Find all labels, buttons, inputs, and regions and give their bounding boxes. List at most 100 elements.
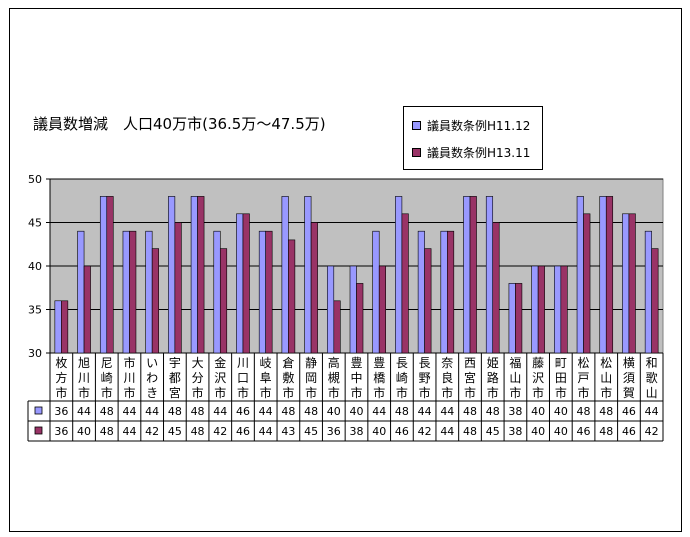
x-tick-label: 倉敷市 — [282, 355, 294, 400]
bar-series-1 — [485, 196, 494, 354]
data-label-series-1: 40 — [531, 405, 545, 418]
bar-series-2 — [651, 248, 659, 354]
data-label-series-1: 44 — [145, 405, 159, 418]
bar-series-2 — [310, 222, 318, 354]
data-label-series-2: 46 — [577, 425, 591, 438]
bar-series-2 — [583, 213, 591, 354]
data-label-series-1: 38 — [508, 405, 522, 418]
legend-item-series-1: 議員数条例H11.12 — [412, 117, 530, 133]
bar-series-1 — [531, 265, 539, 354]
data-label-series-1: 44 — [372, 405, 386, 418]
bar-series-2 — [628, 213, 636, 354]
y-tick-label: 45 — [28, 217, 42, 230]
x-tick-label: 長崎市 — [396, 356, 408, 400]
data-label-series-1: 48 — [281, 405, 295, 418]
data-label-series-2: 42 — [145, 425, 159, 438]
x-tick-label: 西宮市 — [464, 356, 476, 400]
legend: 議員数条例H11.12 議員数条例H13.11 — [403, 106, 543, 170]
bar-series-2 — [492, 222, 500, 354]
x-tick-label: 藤沢市 — [532, 356, 544, 400]
data-label-series-2: 48 — [463, 425, 477, 438]
data-label-series-1: 48 — [577, 405, 591, 418]
bar-series-2 — [242, 213, 250, 354]
x-tick-label: 宇都宮 — [169, 356, 181, 400]
x-tick-label: 豊橋市 — [373, 356, 385, 400]
bar-series-1 — [554, 265, 562, 354]
x-tick-label: 大分市 — [192, 356, 204, 400]
x-tick-label: いわき — [146, 356, 158, 400]
x-tick-label: 町田市 — [555, 356, 567, 400]
data-label-series-2: 38 — [350, 425, 364, 438]
data-label-series-2: 48 — [100, 425, 114, 438]
bar-series-1 — [622, 213, 630, 354]
table-key-series-2 — [34, 426, 43, 435]
legend-label-series-1: 議員数条例H11.12 — [427, 118, 531, 133]
chart-title: 議員数増減 人口40万市(36.5万～47.5万) — [33, 115, 326, 133]
bar-series-1 — [395, 196, 403, 354]
bar-series-2 — [83, 265, 91, 354]
bar-series-2 — [61, 300, 69, 354]
bar-series-2 — [469, 196, 477, 354]
data-label-series-2: 42 — [418, 425, 432, 438]
data-label-series-2: 45 — [486, 425, 500, 438]
legend-label-series-2: 議員数条例H13.11 — [427, 145, 531, 160]
bar-series-2 — [356, 283, 364, 354]
data-label-series-1: 46 — [236, 405, 250, 418]
data-label-series-2: 42 — [213, 425, 227, 438]
bar-series-2 — [129, 230, 137, 354]
legend-swatch-series-1 — [412, 120, 421, 130]
x-tick-label: 和歌山 — [646, 356, 658, 400]
x-tick-label: 枚方市 — [55, 355, 67, 400]
bar-series-2 — [605, 196, 614, 354]
data-label-series-1: 44 — [122, 405, 136, 418]
data-label-series-2: 44 — [122, 425, 136, 438]
data-label-series-2: 36 — [54, 425, 68, 438]
data-label-series-2: 40 — [77, 425, 91, 438]
x-tick-label: 奈良市 — [441, 356, 453, 400]
x-tick-label: 尼崎市 — [101, 356, 113, 400]
x-tick-label: 長野市 — [419, 356, 431, 400]
data-label-series-2: 45 — [168, 425, 182, 438]
x-tick-label: 豊中市 — [350, 356, 362, 400]
data-label-series-2: 46 — [622, 425, 636, 438]
bar-series-1 — [349, 265, 357, 354]
bar-series-2 — [288, 239, 296, 354]
x-tick-label: 静岡市 — [305, 356, 317, 400]
data-label-series-2: 45 — [304, 425, 318, 438]
bar-series-1 — [213, 230, 221, 354]
bar-series-1 — [77, 230, 85, 354]
data-label-series-2: 38 — [508, 425, 522, 438]
data-label-series-2: 43 — [281, 425, 295, 438]
x-tick-label: 姫路市 — [487, 356, 499, 400]
bar-series-2 — [106, 196, 114, 354]
bar-series-1 — [281, 196, 289, 354]
bar-series-2 — [515, 283, 523, 354]
bar-series-1 — [99, 196, 108, 354]
bar-series-2 — [219, 248, 228, 354]
data-label-series-2: 48 — [599, 425, 613, 438]
data-label-series-1: 48 — [191, 405, 205, 418]
bar-series-2 — [560, 265, 568, 354]
bar-series-2 — [424, 248, 432, 354]
data-label-series-2: 40 — [531, 425, 545, 438]
bar-series-2 — [265, 230, 273, 354]
bar-series-1 — [145, 230, 153, 354]
data-label-series-1: 46 — [622, 405, 636, 418]
data-label-series-2: 44 — [259, 425, 273, 438]
bar-series-1 — [372, 230, 380, 354]
data-label-series-2: 36 — [327, 425, 341, 438]
x-tick-label: 松戸市 — [578, 356, 590, 400]
data-label-series-1: 44 — [259, 405, 273, 418]
x-tick-label: 川口市 — [237, 356, 249, 400]
x-tick-label: 金沢市 — [214, 355, 226, 400]
x-tick-label: 市川市 — [123, 355, 135, 400]
data-label-series-1: 40 — [554, 405, 568, 418]
data-label-series-1: 44 — [77, 405, 91, 418]
data-label-series-1: 40 — [327, 405, 341, 418]
data-label-series-1: 48 — [463, 405, 477, 418]
bar-series-2 — [378, 265, 387, 354]
legend-item-series-2: 議員数条例H13.11 — [412, 144, 530, 160]
bar-series-1 — [508, 283, 516, 354]
data-label-series-2: 40 — [554, 425, 568, 438]
